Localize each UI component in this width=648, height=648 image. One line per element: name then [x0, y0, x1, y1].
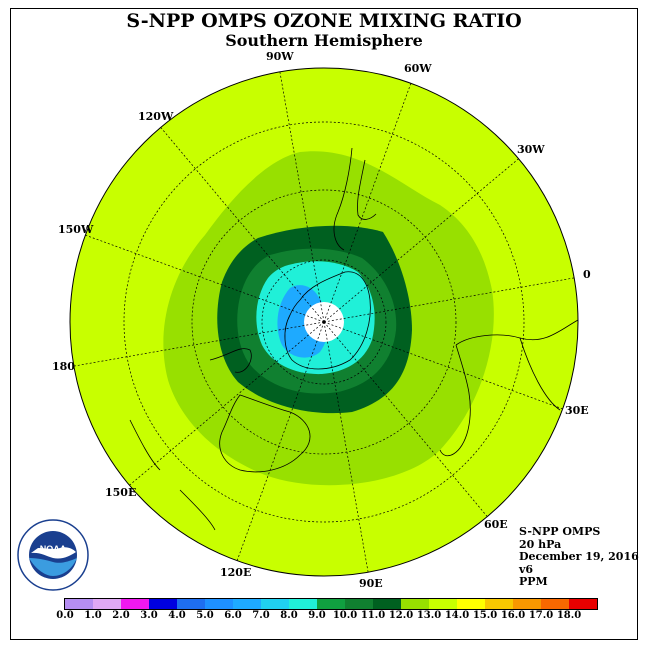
info-level: 20 hPa — [519, 537, 562, 551]
legend-swatch — [401, 599, 429, 609]
legend-swatch — [345, 599, 373, 609]
legend-tick-label: 13.0 — [416, 610, 442, 621]
lon-label-120e: 120E — [220, 566, 252, 579]
legend-tick-label: 18.0 — [556, 610, 582, 621]
legend-tick-label: 12.0 — [388, 610, 414, 621]
noaa-logo-text: NOAA — [40, 544, 67, 554]
legend-swatch — [513, 599, 541, 609]
noaa-logo: NOAA — [17, 519, 89, 591]
info-instrument: S-NPP OMPS — [519, 525, 601, 538]
lon-label-60w: 60W — [404, 62, 432, 75]
lon-label-90w: 90W — [266, 50, 294, 63]
legend-swatch — [149, 599, 177, 609]
legend-swatch — [261, 599, 289, 609]
info-units: PPM — [519, 575, 548, 589]
legend-swatch — [429, 599, 457, 609]
legend-tick-label: 2.0 — [112, 610, 130, 621]
south-pole-marker — [322, 320, 326, 324]
map-title: S-NPP OMPS OZONE MIXING RATIO — [126, 10, 522, 32]
legend-tick-label: 9.0 — [308, 610, 326, 621]
info-block: S-NPP OMPS 20 hPa December 19, 2016 v6 P… — [519, 525, 639, 589]
legend-swatch — [373, 599, 401, 609]
info-date: December 19, 2016 — [519, 550, 639, 564]
legend-tick-labels: 0.0 1.0 2.0 3.0 4.0 5.0 6.0 7.0 8.0 9.0 10.0 11.0 12… — [0, 610, 648, 624]
legend-swatch — [541, 599, 569, 609]
map-subtitle: Southern Hemisphere — [225, 31, 423, 50]
info-version: v6 — [519, 562, 534, 576]
legend-tick-label: 7.0 — [252, 610, 270, 621]
legend-swatch — [485, 599, 513, 609]
legend-tick-label: 17.0 — [528, 610, 554, 621]
legend-tick-label: 3.0 — [140, 610, 158, 621]
legend-tick-label: 15.0 — [472, 610, 498, 621]
lon-label-150e: 150E — [105, 486, 137, 499]
legend-tick-label: 11.0 — [360, 610, 386, 621]
legend-tick-label: 1.0 — [84, 610, 102, 621]
lon-label-120w: 120W — [138, 110, 174, 123]
lon-label-60e: 60E — [484, 518, 508, 531]
legend-tick-label: 5.0 — [196, 610, 214, 621]
lon-label-30e: 30E — [565, 404, 589, 417]
legend-swatch — [569, 599, 597, 609]
legend-tick-label: 8.0 — [280, 610, 298, 621]
legend-tick-label: 10.0 — [332, 610, 358, 621]
legend-swatch — [65, 599, 93, 609]
coastlines — [129, 147, 578, 531]
legend-swatch — [93, 599, 121, 609]
legend-swatch — [317, 599, 345, 609]
color-legend — [64, 598, 598, 610]
latitude-circles — [123, 121, 525, 523]
lon-label-0: 0 — [583, 268, 591, 281]
legend-swatch — [205, 599, 233, 609]
lon-label-30w: 30W — [517, 143, 545, 156]
legend-swatch — [289, 599, 317, 609]
legend-swatch — [233, 599, 261, 609]
lon-label-150w: 150W — [58, 223, 94, 236]
legend-tick-label: 0.0 — [56, 610, 74, 621]
legend-swatch — [121, 599, 149, 609]
lon-label-180: 180 — [52, 360, 75, 373]
legend-tick-label: 4.0 — [168, 610, 186, 621]
legend-tick-label: 16.0 — [500, 610, 526, 621]
lon-label-90e: 90E — [359, 577, 383, 590]
legend-swatch — [177, 599, 205, 609]
legend-tick-label: 14.0 — [444, 610, 470, 621]
hemisphere-boundary — [69, 67, 579, 577]
figure-frame — [10, 8, 638, 640]
legend-tick-label: 6.0 — [224, 610, 242, 621]
legend-swatch — [457, 599, 485, 609]
